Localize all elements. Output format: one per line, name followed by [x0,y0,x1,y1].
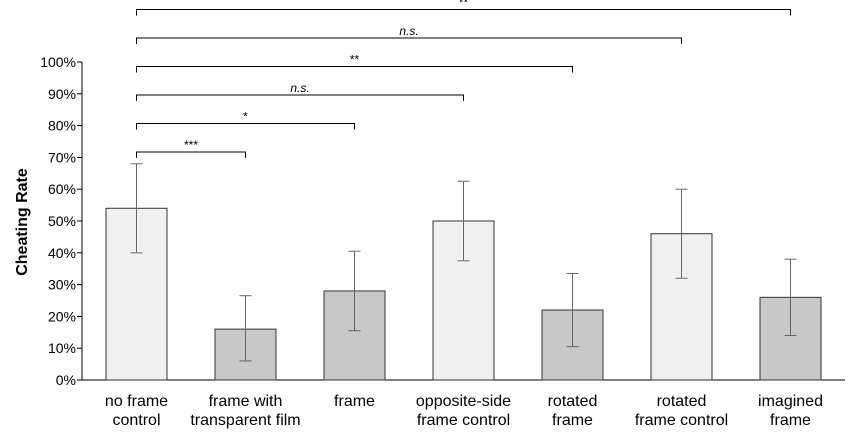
significance-brackets: ****n.s.**n.s.** [136,0,791,158]
category-label-line: rotated [548,393,598,410]
category-label: rotated frame [548,393,598,429]
x-axis-labels: no frame control frame with transparent fil… [105,393,823,429]
y-axis-label: Cheating Rate [14,168,31,276]
y-tick-label: 0% [56,372,76,388]
y-tick-label: 20% [48,308,76,324]
y-tick-label: 90% [48,86,76,102]
category-label-line: frame [334,393,375,410]
category-label-line: no frame [105,393,168,410]
y-tick-label: 60% [48,181,76,197]
category-label-line: frame with [209,393,283,410]
significance-label: *** [184,138,198,152]
category-label: frame [334,393,375,410]
significance-bracket [136,9,791,16]
y-axis: 0% 10% 20% 30% 40% 50% 60% 70% 80% 90% 100% [40,54,845,388]
y-tick-label: 10% [48,340,76,356]
category-label: opposite-side frame control [416,393,511,429]
category-label-line: control [112,412,160,429]
y-tick-label: 40% [48,245,76,261]
category-label: imagined frame [758,393,823,429]
significance-label: * [243,110,248,124]
y-tick-label: 30% [48,277,76,293]
y-tick-label: 100% [40,54,76,70]
significance-label: n.s. [399,24,418,38]
y-tick-label: 70% [48,149,76,165]
y-tick-label: 50% [48,213,76,229]
significance-bracket [136,94,464,101]
significance-bracket [136,123,355,130]
error-bars [130,163,797,362]
category-label-line: opposite-side [416,393,511,410]
category-label: frame with transparent film [190,393,300,429]
category-label-line: frame control [635,412,728,429]
category-label-line: frame control [417,412,510,429]
significance-label: n.s. [290,81,309,95]
category-label-line: frame [770,412,811,429]
significance-bracket [136,37,682,44]
category-label-line: rotated [657,393,707,410]
y-tick-label: 80% [48,118,76,134]
category-label: rotated frame control [635,393,728,429]
significance-label: ** [350,53,360,67]
category-label-line: frame [552,412,593,429]
significance-bracket [136,151,246,158]
significance-bracket [136,66,573,73]
category-label-line: imagined [758,393,823,410]
category-label: no frame control [105,393,168,429]
significance-label: ** [459,0,469,10]
category-label-line: transparent film [190,412,300,429]
